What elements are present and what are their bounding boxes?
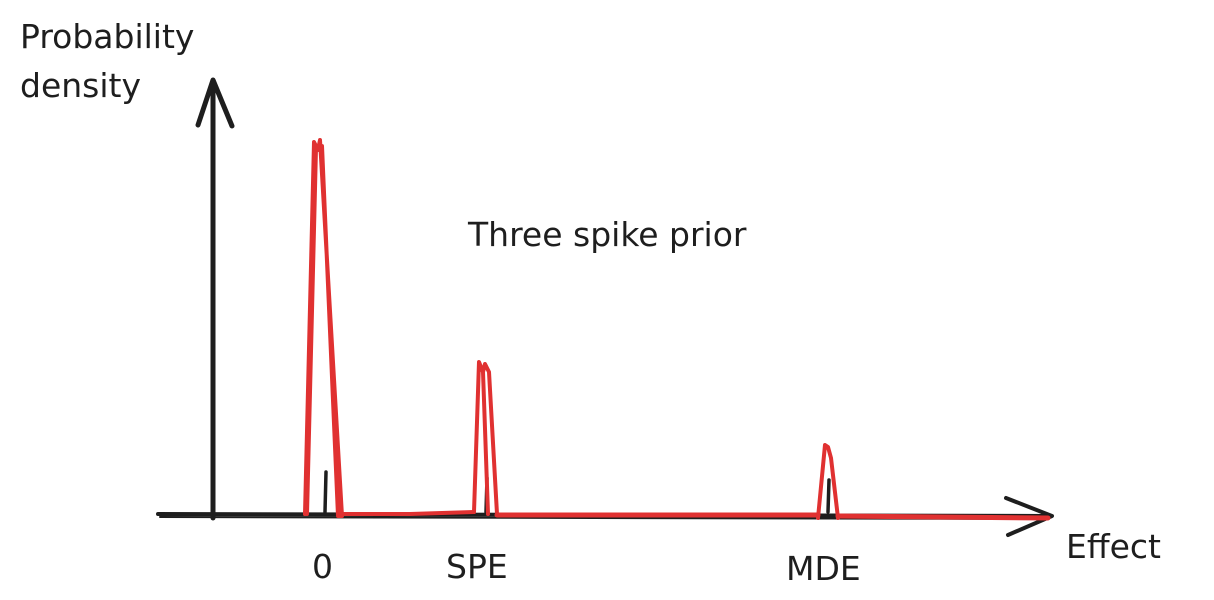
tick-mark-mde [826, 478, 831, 514]
x-axis-arrowhead [1004, 496, 1054, 537]
tick-marks [323, 470, 831, 514]
spike-spe [472, 360, 499, 516]
spike-mde [816, 443, 840, 520]
tick-label-zero: 0 [312, 547, 333, 586]
y-axis-label-line1: Probability [20, 17, 194, 56]
baseline-after-mde [835, 513, 1051, 521]
tick-label-spe: SPE [446, 547, 508, 586]
x-axis-label: Effect [1066, 527, 1161, 566]
tick-mark-zero [323, 470, 328, 514]
y-axis-arrowhead [195, 77, 235, 129]
tick-label-mde: MDE [786, 549, 861, 588]
y-axis [195, 77, 235, 521]
prior-density-curve [303, 138, 1051, 521]
y-axis-label-line2: density [20, 66, 141, 105]
baseline-zero-to-spe [338, 510, 476, 516]
spike-zero [303, 138, 344, 518]
three-spike-prior-annotation: Three spike prior [467, 215, 747, 254]
